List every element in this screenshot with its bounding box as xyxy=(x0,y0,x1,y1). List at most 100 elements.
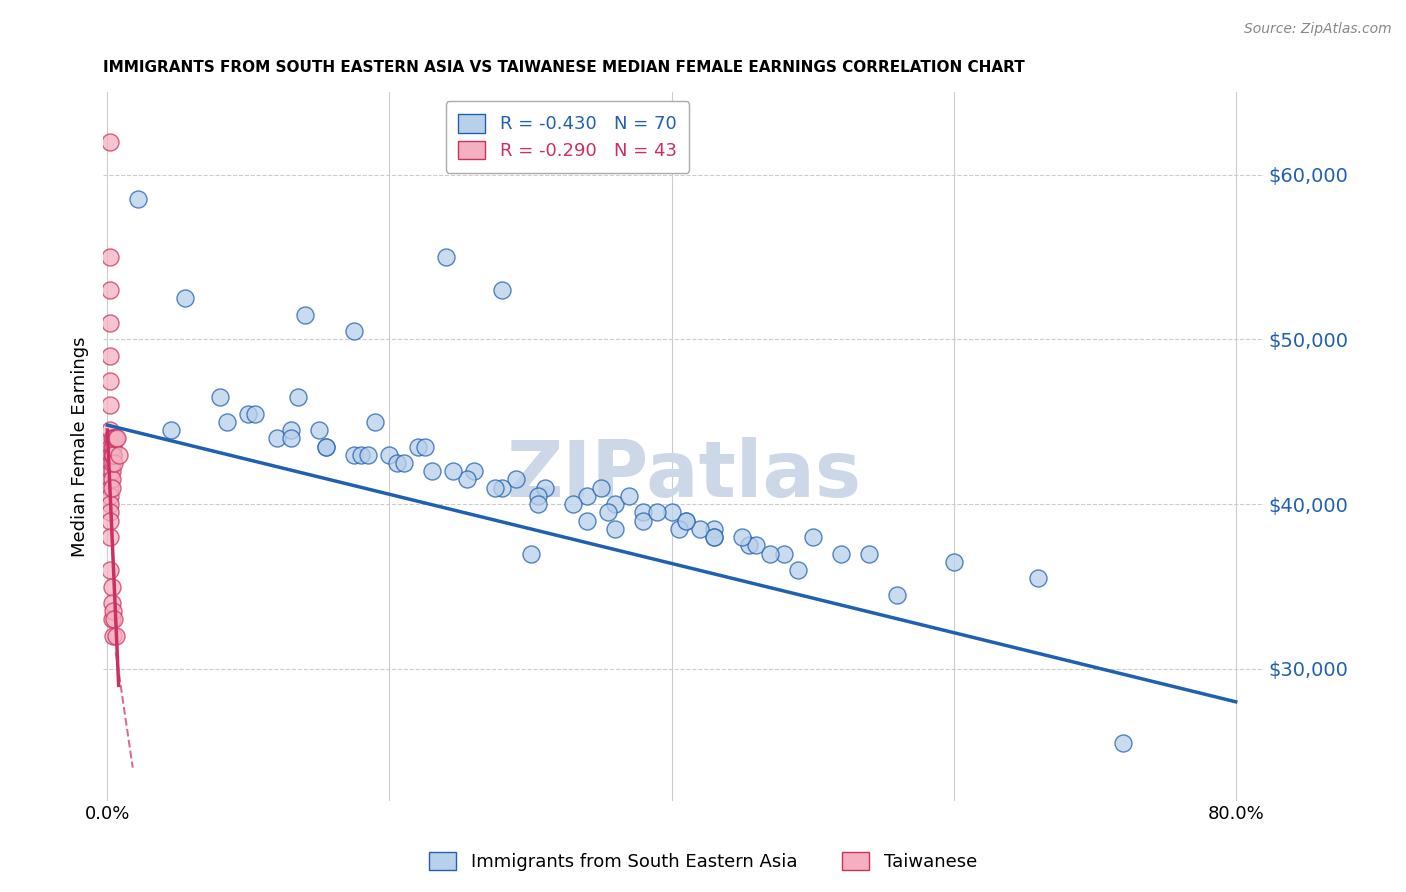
Point xyxy=(575,514,598,528)
Point xyxy=(456,473,478,487)
Point xyxy=(745,538,768,552)
Point xyxy=(858,547,880,561)
Point xyxy=(689,522,711,536)
Point xyxy=(98,481,121,495)
Point xyxy=(98,530,121,544)
Point xyxy=(420,464,443,478)
Point xyxy=(703,530,725,544)
Point xyxy=(100,456,122,470)
Point xyxy=(759,547,782,561)
Point xyxy=(484,481,506,495)
Point xyxy=(647,505,669,519)
Point xyxy=(103,612,125,626)
Point xyxy=(101,440,124,454)
Point xyxy=(605,497,627,511)
Point xyxy=(619,489,641,503)
Point xyxy=(174,291,197,305)
Point xyxy=(675,514,697,528)
Point xyxy=(434,250,457,264)
Point xyxy=(801,530,824,544)
Point xyxy=(830,547,852,561)
Point xyxy=(98,456,121,470)
Point xyxy=(505,473,527,487)
Point xyxy=(378,448,401,462)
Point xyxy=(100,464,122,478)
Point xyxy=(100,580,122,594)
Point xyxy=(98,473,121,487)
Point xyxy=(98,283,121,297)
Point xyxy=(98,448,121,462)
Point xyxy=(98,316,121,330)
Point xyxy=(98,250,121,264)
Point xyxy=(280,431,302,445)
Point xyxy=(491,283,513,297)
Point xyxy=(526,489,548,503)
Legend: R = -0.430   N = 70, R = -0.290   N = 43: R = -0.430 N = 70, R = -0.290 N = 43 xyxy=(446,102,689,173)
Point xyxy=(406,440,429,454)
Point xyxy=(596,505,619,519)
Point xyxy=(343,324,366,338)
Point xyxy=(105,431,128,445)
Point xyxy=(287,390,309,404)
Point xyxy=(217,415,239,429)
Point xyxy=(1112,736,1135,750)
Point xyxy=(98,374,121,388)
Point xyxy=(98,464,121,478)
Point xyxy=(343,448,366,462)
Point xyxy=(350,448,373,462)
Point xyxy=(519,547,541,561)
Point xyxy=(886,588,908,602)
Point xyxy=(385,456,408,470)
Point xyxy=(100,481,122,495)
Point xyxy=(633,505,655,519)
Point xyxy=(100,448,122,462)
Point xyxy=(491,481,513,495)
Point xyxy=(107,448,129,462)
Point xyxy=(101,448,124,462)
Point xyxy=(100,612,122,626)
Point xyxy=(364,415,387,429)
Point xyxy=(266,431,288,445)
Point xyxy=(101,431,124,445)
Point xyxy=(127,193,149,207)
Point xyxy=(942,555,965,569)
Point xyxy=(104,629,127,643)
Point xyxy=(675,514,697,528)
Point xyxy=(308,423,330,437)
Point xyxy=(103,431,125,445)
Point xyxy=(245,407,267,421)
Point xyxy=(98,398,121,412)
Point xyxy=(315,440,337,454)
Text: Source: ZipAtlas.com: Source: ZipAtlas.com xyxy=(1244,22,1392,37)
Point xyxy=(160,423,183,437)
Point xyxy=(703,522,725,536)
Point xyxy=(98,349,121,363)
Point xyxy=(98,440,121,454)
Legend: Immigrants from South Eastern Asia, Taiwanese: Immigrants from South Eastern Asia, Taiw… xyxy=(422,845,984,879)
Point xyxy=(526,497,548,511)
Point xyxy=(98,497,121,511)
Point xyxy=(561,497,583,511)
Point xyxy=(100,431,122,445)
Point xyxy=(738,538,761,552)
Point xyxy=(533,481,555,495)
Point xyxy=(773,547,796,561)
Point xyxy=(98,514,121,528)
Point xyxy=(98,505,121,519)
Point xyxy=(100,473,122,487)
Point xyxy=(98,489,121,503)
Point xyxy=(100,596,122,610)
Point xyxy=(575,489,598,503)
Point xyxy=(98,423,121,437)
Point xyxy=(605,522,627,536)
Point xyxy=(294,308,316,322)
Point xyxy=(441,464,464,478)
Point xyxy=(101,448,124,462)
Point xyxy=(463,464,485,478)
Point xyxy=(392,456,415,470)
Point xyxy=(703,530,725,544)
Point xyxy=(209,390,232,404)
Point xyxy=(280,423,302,437)
Point xyxy=(357,448,380,462)
Y-axis label: Median Female Earnings: Median Female Earnings xyxy=(72,336,89,557)
